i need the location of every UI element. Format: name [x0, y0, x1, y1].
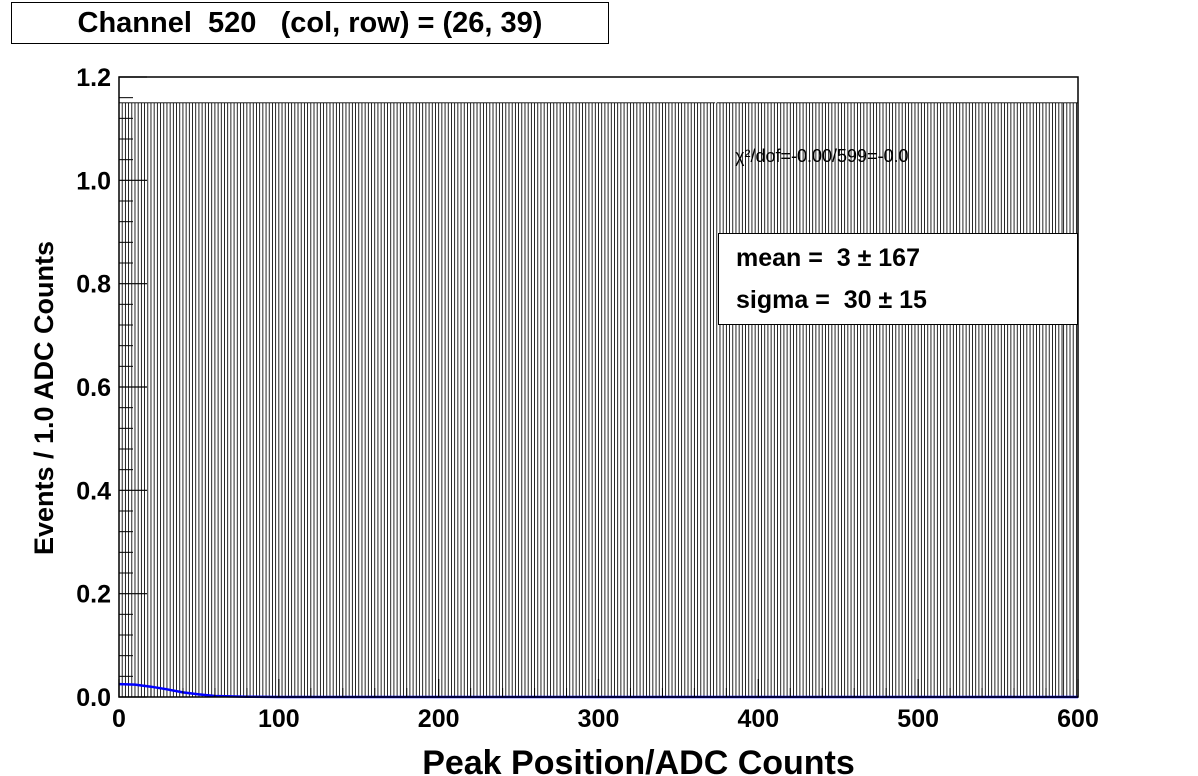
x-tick-label: 0 — [112, 705, 126, 733]
x-tick-label: 600 — [1057, 705, 1099, 733]
y-tick-label: 0.6 — [76, 374, 111, 402]
x-tick-label: 400 — [737, 705, 779, 733]
x-axis-title: Peak Position/ADC Counts — [422, 744, 855, 776]
histogram-bin-edges — [1063, 102, 1078, 697]
histogram-bar — [716, 102, 1064, 698]
y-tick-label: 0.0 — [76, 684, 111, 712]
y-axis-title: Events / 1.0 ADC Counts — [29, 241, 59, 555]
y-tick-label: 1.2 — [76, 64, 111, 92]
histogram-bars — [118, 102, 1078, 698]
y-tick-label: 0.8 — [76, 271, 111, 299]
chi2-label: χ²/dof=-0.00/599=-0.0 — [735, 146, 909, 166]
fit-mean-label: mean = 3 ± 167 — [736, 244, 920, 272]
x-tick-label: 100 — [258, 705, 300, 733]
fit-sigma-label: sigma = 30 ± 15 — [736, 286, 927, 314]
x-axis: 0 100 200 300 400 500 600 — [112, 679, 1099, 733]
y-tick-label: 0.4 — [76, 477, 111, 505]
x-tick-label: 500 — [897, 705, 939, 733]
chart-title: Channel 520 (col, row) = (26, 39) — [11, 2, 609, 44]
histogram-bin-edges — [716, 102, 1064, 697]
y-axis: 0.0 0.2 0.4 0.6 0.8 1.0 1.2 — [76, 64, 147, 712]
x-tick-label: 200 — [418, 705, 460, 733]
fit-stats-box: mean = 3 ± 167 sigma = 30 ± 15 — [718, 233, 1078, 325]
histogram-bar — [1063, 102, 1078, 698]
y-tick-label: 1.0 — [76, 167, 111, 195]
x-tick-label: 300 — [578, 705, 620, 733]
y-tick-label: 0.2 — [76, 581, 111, 609]
histogram-bin-edges — [118, 102, 716, 697]
